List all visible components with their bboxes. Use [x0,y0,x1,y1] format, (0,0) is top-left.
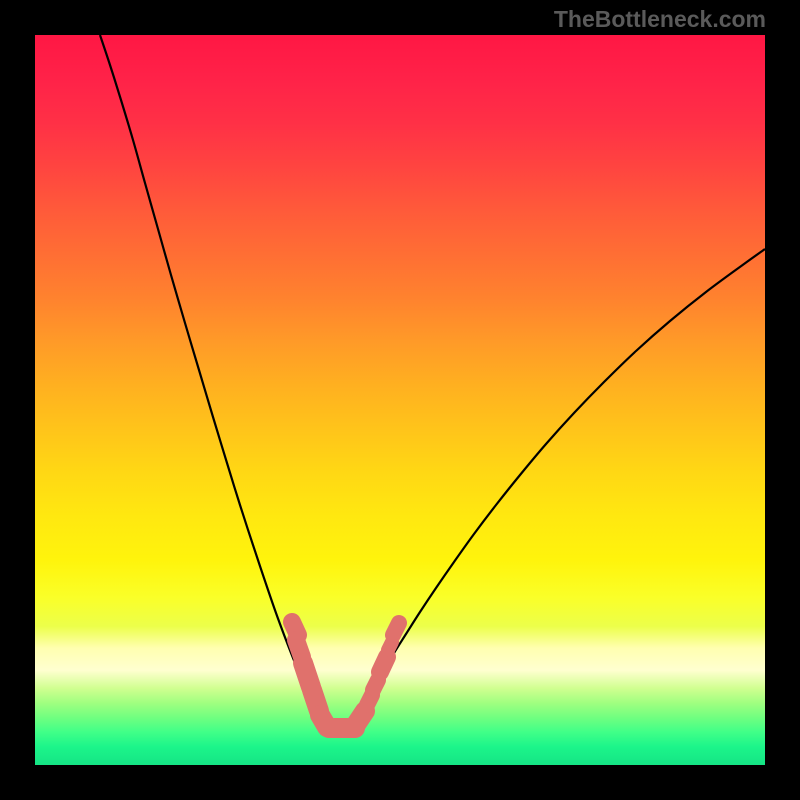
curve-left-branch [100,35,316,710]
chart-root: TheBottleneck.com [0,0,800,800]
watermark-text: TheBottleneck.com [554,6,766,33]
marker-capsule [393,623,399,635]
markers-group [292,622,399,728]
marker-capsule [388,642,392,650]
marker-capsule [373,680,378,690]
plot-area [35,35,765,765]
marker-capsule [355,711,365,726]
curve-right-branch [360,249,765,710]
curves-layer [35,35,765,765]
marker-capsule [380,657,387,672]
